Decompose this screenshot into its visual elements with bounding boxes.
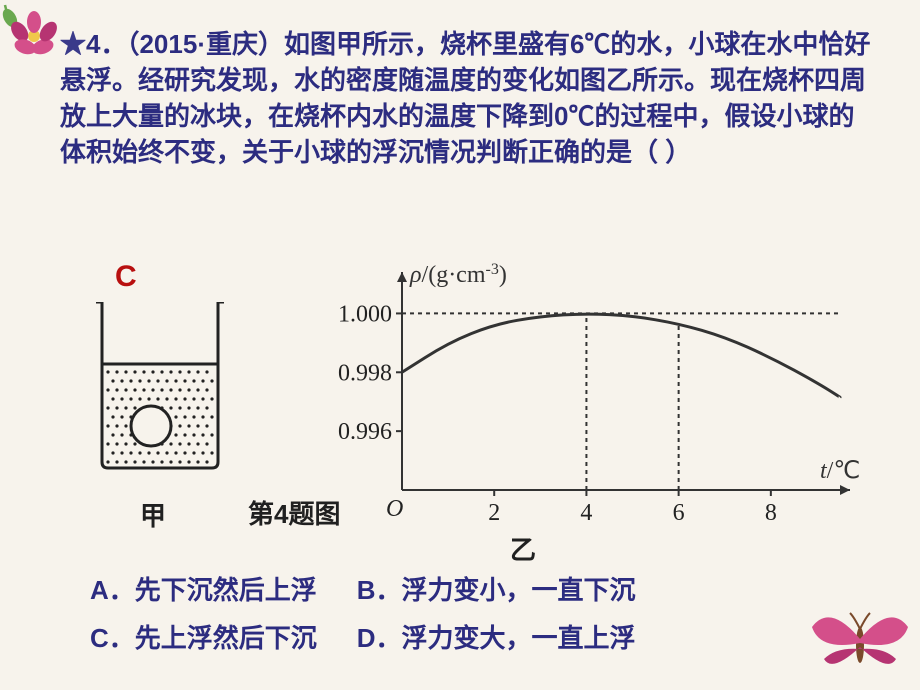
- svg-text:ρ/(g·cm-3): ρ/(g·cm-3): [409, 261, 507, 289]
- star-icon: ★: [60, 29, 86, 59]
- option-D: D．浮力变大，一直上浮: [357, 623, 636, 653]
- figure-beaker: [96, 302, 224, 470]
- svg-text:1.000: 1.000: [338, 301, 392, 327]
- svg-text:6: 6: [673, 500, 685, 526]
- figure-chart: 0.996 0.998 1.000 2 4 6 8 Oρ/(g·cm-3) t/℃: [310, 254, 870, 534]
- svg-text:8: 8: [765, 500, 777, 526]
- figure-caption: 第4题图: [248, 494, 340, 531]
- svg-text:0.996: 0.996: [338, 419, 392, 445]
- svg-text:4: 4: [580, 500, 592, 526]
- option-B: B．浮力变小，一直下沉: [357, 575, 636, 605]
- svg-text:t/℃: t/℃: [820, 458, 860, 484]
- question-text: ★4．（2015·重庆）如图甲所示，烧杯里盛有6℃的水，小球在水中恰好悬浮。经研…: [60, 26, 880, 170]
- answer-letter: C: [115, 260, 137, 294]
- question-body: 4．（2015·重庆）如图甲所示，烧杯里盛有6℃的水，小球在水中恰好悬浮。经研究…: [60, 29, 870, 167]
- svg-text:2: 2: [488, 500, 500, 526]
- svg-text:0.998: 0.998: [338, 360, 392, 386]
- svg-text:O: O: [386, 496, 403, 522]
- decorative-butterfly-bottom-right: [800, 570, 920, 690]
- caption-yi: 乙: [510, 530, 536, 567]
- options-block: A．先下沉然后上浮 B．浮力变小，一直下沉 C．先上浮然后下沉 D．浮力变大，一直上…: [90, 566, 636, 662]
- option-A: A．先下沉然后上浮: [90, 575, 317, 605]
- caption-jia: 甲: [140, 496, 166, 533]
- option-C: C．先上浮然后下沉: [90, 623, 317, 653]
